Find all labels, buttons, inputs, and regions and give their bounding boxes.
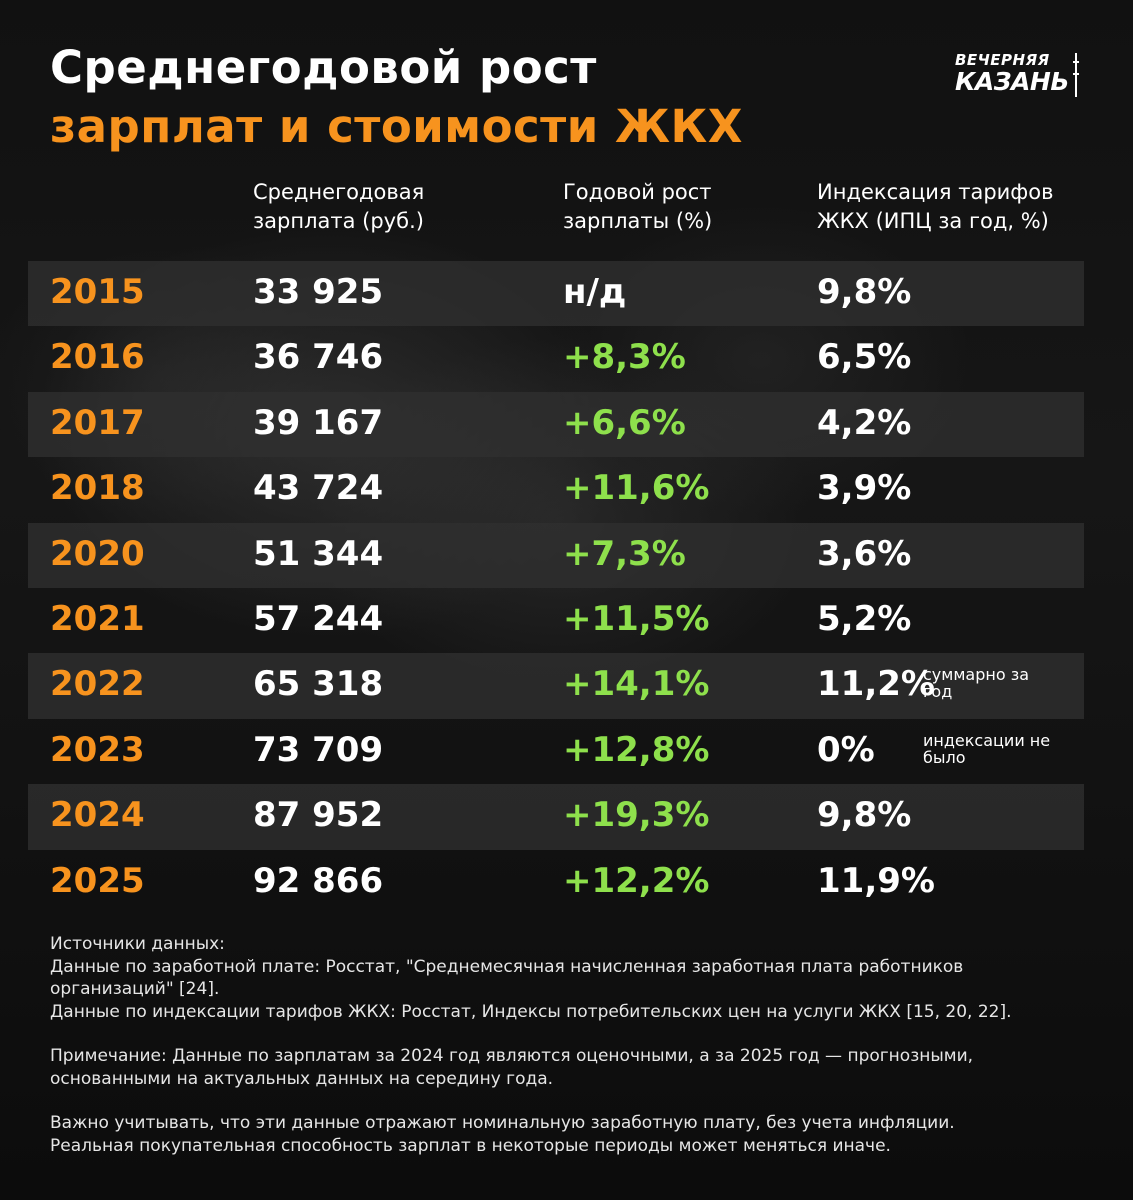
- index-cell: 4,2%: [817, 402, 912, 443]
- column-header-growth: Годовой рост зарплаты (%): [563, 180, 713, 233]
- sources-title: Источники данных:: [50, 934, 225, 954]
- growth-cell: +14,1%: [563, 664, 710, 705]
- year-cell: 2016: [50, 337, 145, 378]
- tower-icon: [1073, 53, 1079, 97]
- index-cell: 9,8%: [817, 272, 912, 312]
- index-note: индексации не было: [923, 730, 1051, 767]
- growth-cell: +12,2%: [563, 860, 710, 901]
- logo-line-2: КАЗАНЬ: [955, 67, 1069, 96]
- year-cell: 2015: [50, 272, 145, 312]
- table-row: 2017 39 167 +6,6% 4,2%: [28, 391, 1084, 458]
- brand-logo: ВЕЧЕРНЯЯ КАЗАНЬ: [955, 53, 1085, 99]
- table-row: 2016 36 746 +8,3% 6,5%: [28, 326, 1084, 391]
- index-cell: 0%: [817, 729, 875, 770]
- growth-cell: +11,5%: [563, 598, 710, 639]
- data-table: 2015 33 925 н/д 9,8% 2016 36 746 +8,3% 6,5% 2017…: [28, 261, 1084, 915]
- index-cell: 11,9%: [817, 860, 935, 901]
- salary-cell: 87 952: [253, 795, 384, 836]
- title-line-1: Среднегодовой рост: [50, 41, 597, 94]
- table-row: 2021 57 244 +11,5% 5,2%: [28, 588, 1084, 653]
- year-cell: 2023: [50, 729, 145, 770]
- index-cell: 6,5%: [817, 337, 912, 378]
- index-note: суммарно за год: [923, 665, 1030, 702]
- growth-cell: +8,3%: [563, 337, 686, 378]
- index-cell: 3,6%: [817, 533, 912, 574]
- growth-cell: +11,6%: [563, 468, 710, 509]
- salary-cell: 51 344: [253, 533, 384, 574]
- salary-cell: 65 318: [253, 664, 384, 705]
- warning-line-2: Реальная покупательная способность зарпл…: [50, 1135, 891, 1156]
- salary-cell: 43 724: [253, 468, 384, 509]
- table-row: 2020 51 344 +7,3% 3,6%: [28, 522, 1084, 588]
- title-line-2: зарплат и стоимости ЖКХ: [50, 100, 744, 153]
- year-cell: 2024: [50, 795, 145, 836]
- index-cell: 5,2%: [817, 598, 912, 639]
- growth-cell: +6,6%: [563, 402, 686, 443]
- growth-cell: +7,3%: [563, 533, 686, 574]
- index-cell: 11,2%: [817, 664, 935, 705]
- index-cell: 3,9%: [817, 468, 912, 509]
- sources-salary: Данные по заработной плате: Росстат, "Ср…: [50, 956, 964, 1000]
- column-header-salary: Среднегодовая зарплата (руб.): [253, 180, 425, 233]
- table-row: 2025 92 866 +12,2% 11,9%: [28, 850, 1084, 915]
- table-row: 2015 33 925 н/д 9,8%: [28, 261, 1084, 327]
- index-cell: 9,8%: [817, 795, 912, 836]
- growth-cell: н/д: [563, 272, 627, 312]
- year-cell: 2022: [50, 664, 145, 705]
- salary-cell: 92 866: [253, 860, 384, 901]
- table-row: 2018 43 724 +11,6% 3,9%: [28, 457, 1084, 522]
- growth-cell: +19,3%: [563, 795, 710, 836]
- year-cell: 2017: [50, 402, 145, 443]
- salary-cell: 57 244: [253, 598, 384, 639]
- logo-line-1: ВЕЧЕРНЯЯ: [955, 51, 1050, 69]
- year-cell: 2020: [50, 533, 145, 574]
- year-cell: 2025: [50, 860, 145, 901]
- table-row: 2024 87 952 +19,3% 9,8%: [28, 784, 1084, 850]
- column-header-index: Индексация тарифов ЖКХ (ИПЦ за год, %): [817, 180, 1054, 233]
- sources-index: Данные по индексации тарифов ЖКХ: Росста…: [50, 1001, 1012, 1022]
- salary-cell: 39 167: [253, 402, 384, 443]
- growth-cell: +12,8%: [563, 729, 710, 770]
- year-cell: 2018: [50, 468, 145, 509]
- page-title: Среднегодовой рост зарплат и стоимости Ж…: [50, 40, 743, 155]
- salary-cell: 36 746: [253, 337, 384, 378]
- warning-line-1: Важно учитывать, что эти данные отражают…: [50, 1113, 955, 1133]
- salary-cell: 73 709: [253, 729, 384, 770]
- table-row: 2022 65 318 +14,1% 11,2% суммарно за год: [28, 653, 1084, 719]
- footnote: Примечание: Данные по зарплатам за 2024 …: [50, 1046, 974, 1089]
- table-row: 2023 73 709 +12,8% 0% индексации не было: [28, 719, 1084, 784]
- footer-notes: Источники данных: Данные по заработной п…: [50, 933, 1090, 1157]
- year-cell: 2021: [50, 598, 145, 639]
- salary-cell: 33 925: [253, 272, 384, 312]
